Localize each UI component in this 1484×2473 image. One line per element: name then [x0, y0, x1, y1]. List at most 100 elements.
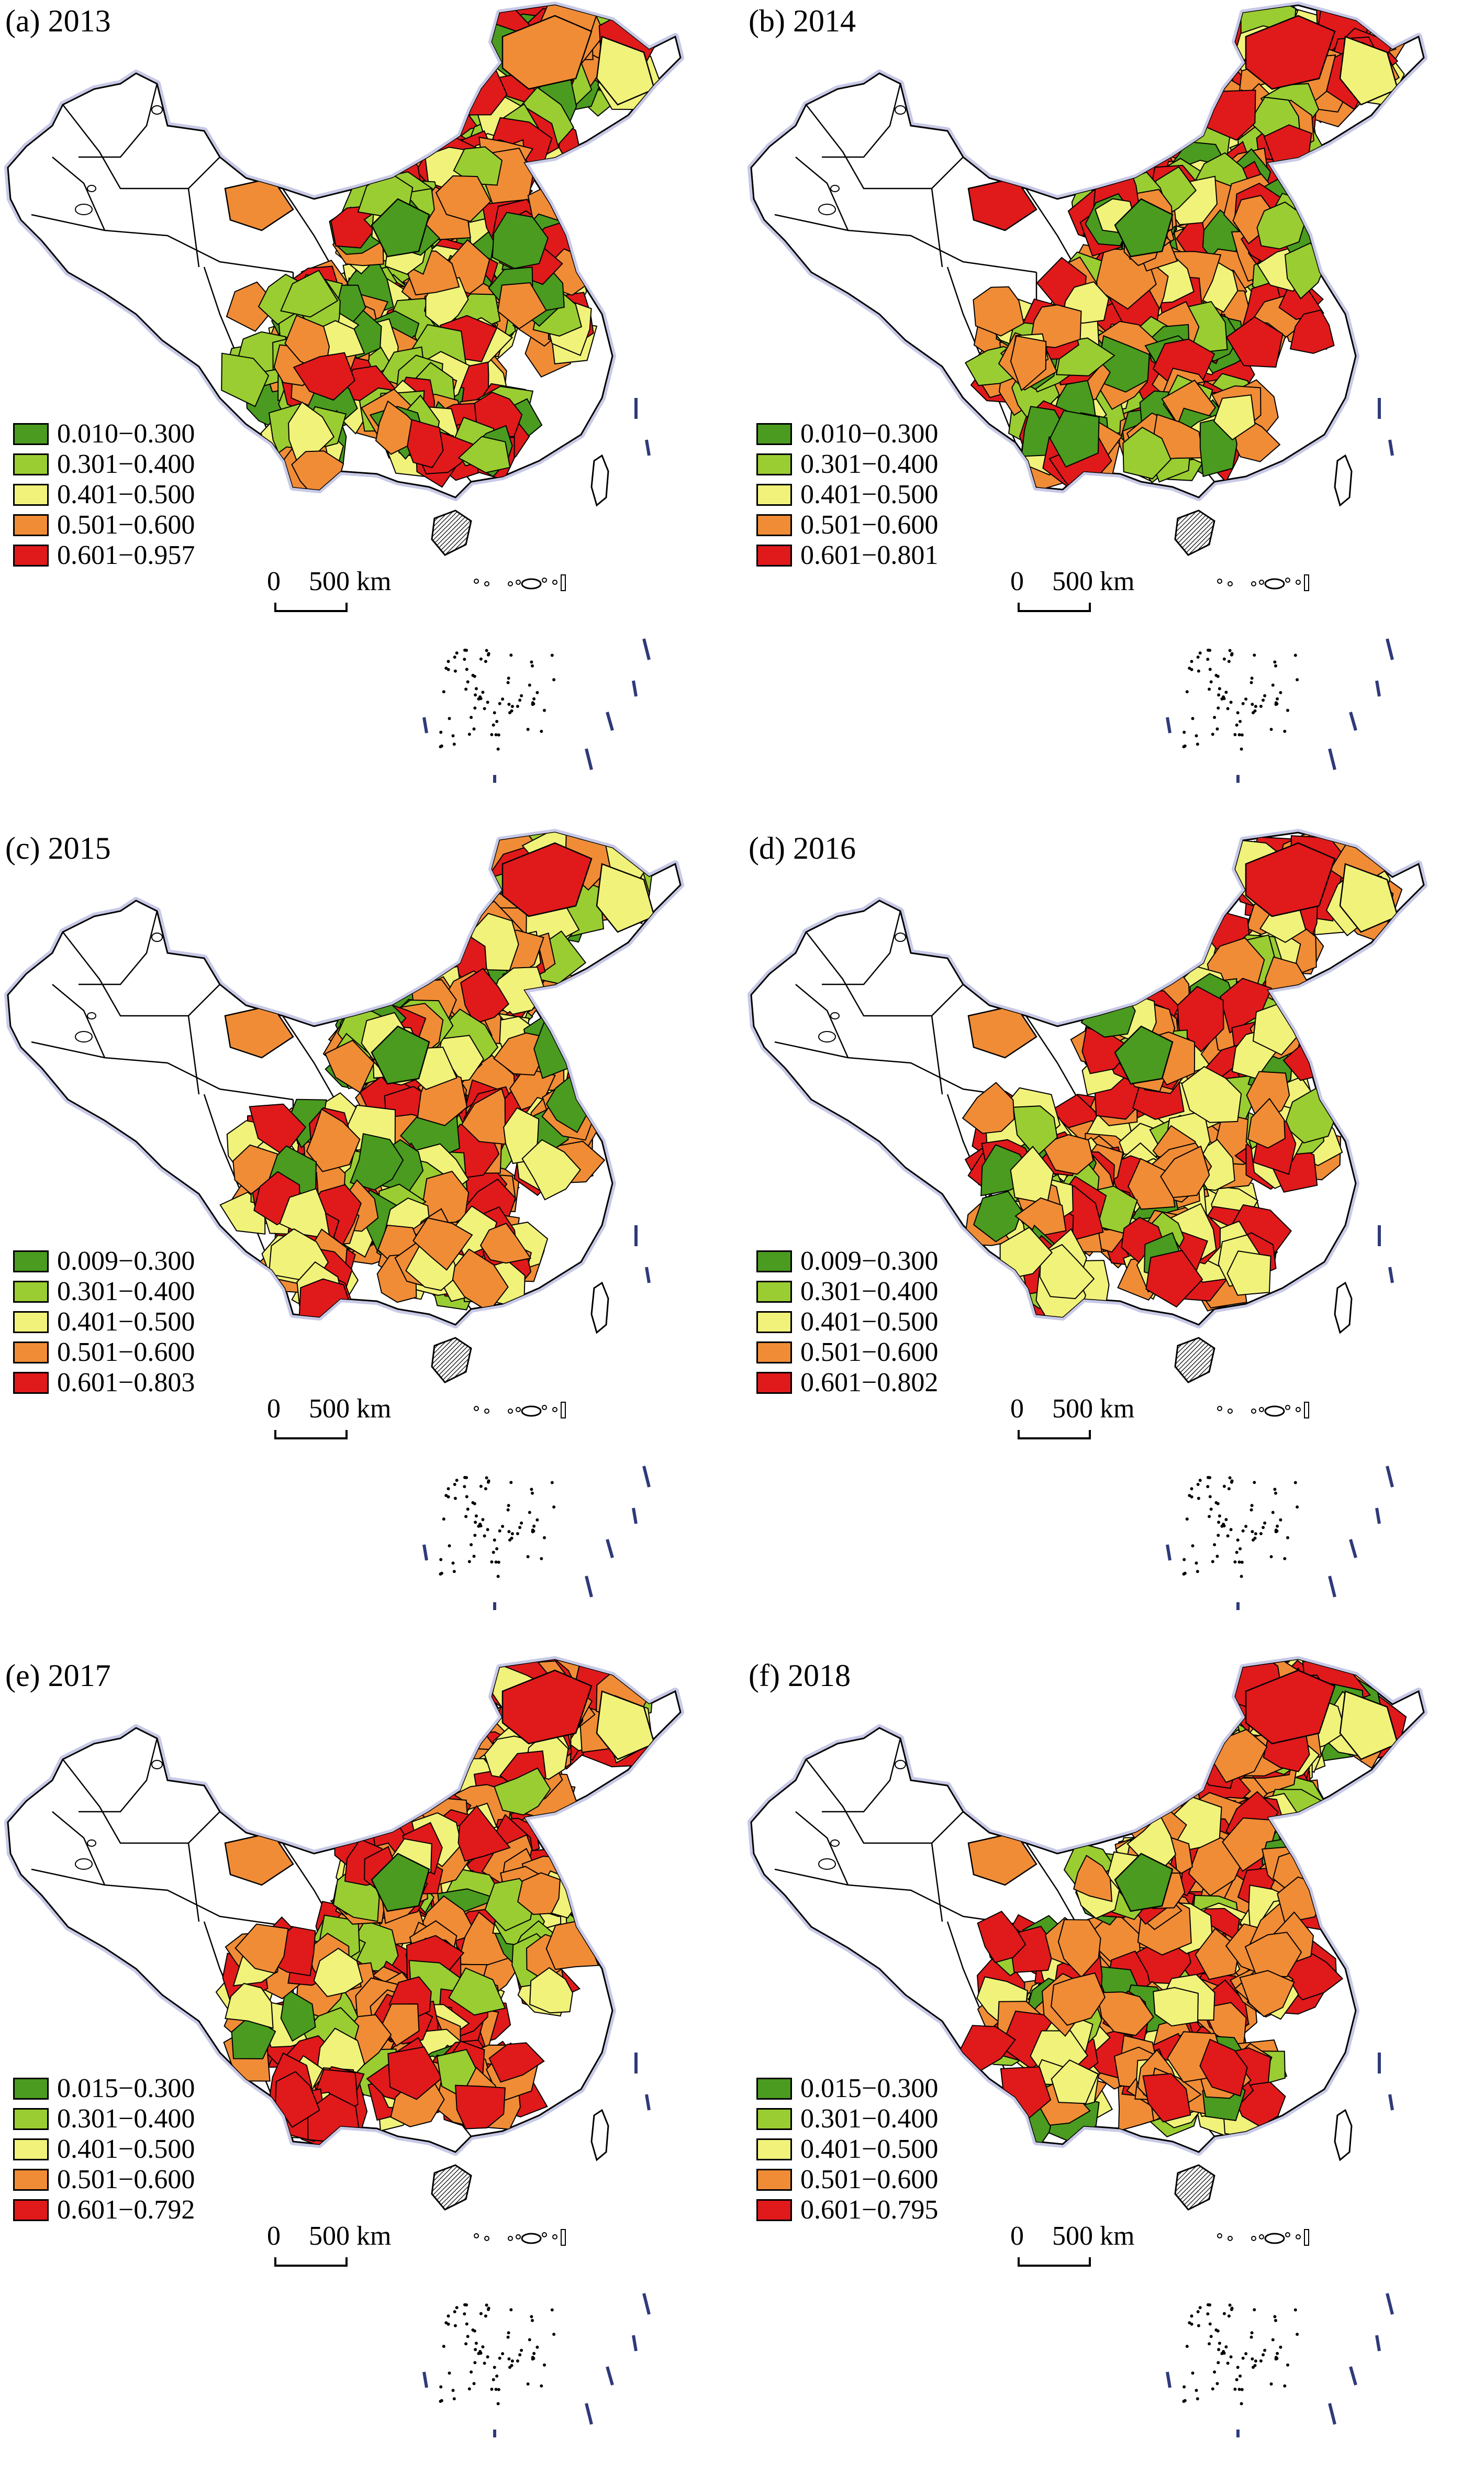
- island-dot: [473, 2329, 476, 2333]
- island-dot: [509, 653, 513, 657]
- island-icon: [1304, 574, 1309, 591]
- island-dot: [1271, 683, 1275, 687]
- island-dot: [1190, 2322, 1193, 2326]
- island-dot: [1191, 2371, 1195, 2375]
- legend-swatch: [756, 2108, 792, 2130]
- island-dot: [464, 2342, 468, 2346]
- island-icon: [521, 578, 542, 590]
- island-dot: [531, 2319, 534, 2322]
- island-dot: [492, 2378, 495, 2381]
- island-dot: [509, 1481, 513, 1484]
- province-border: [52, 984, 106, 1058]
- legend-swatch: [756, 2169, 792, 2191]
- province-border: [79, 83, 158, 158]
- island-dot: [1197, 1496, 1200, 1500]
- legend-label: 0.401−0.500: [800, 2134, 939, 2164]
- island-dot: [1283, 729, 1287, 733]
- island-dot: [531, 1491, 534, 1495]
- island-dot: [1274, 664, 1277, 668]
- boundary-dash: [1349, 712, 1357, 731]
- island-dot: [1217, 1521, 1221, 1524]
- island-icon: [521, 2233, 542, 2244]
- city-region: [1245, 15, 1336, 90]
- island-dot: [510, 1532, 514, 1536]
- city-region: [349, 1133, 404, 1191]
- city-region: [501, 842, 593, 917]
- island-icon: [1285, 1405, 1290, 1410]
- island-dot: [473, 674, 476, 678]
- province-border: [822, 83, 901, 158]
- island-dot: [1208, 668, 1212, 671]
- lake-icon: [151, 1760, 163, 1769]
- island-dot: [1208, 2342, 1211, 2346]
- island-dot: [1235, 723, 1238, 727]
- city-region: [280, 1987, 316, 2042]
- island-dot: [507, 2331, 510, 2335]
- island-dot: [1279, 691, 1282, 694]
- island-dot: [1228, 649, 1232, 652]
- province-border: [79, 911, 158, 985]
- city-region: [225, 1982, 274, 2029]
- island-icon: [1304, 2229, 1309, 2246]
- island-dot: [439, 730, 443, 734]
- city-region: [1012, 1105, 1058, 1158]
- island-dot: [1222, 1484, 1226, 1488]
- china-choropleth-map: [747, 1656, 1427, 2437]
- legend-label: 0.010−0.300: [800, 419, 939, 449]
- island-dot: [463, 658, 466, 661]
- legend-item: 0.601−0.795: [756, 2195, 938, 2225]
- scale-zero-label: 0: [267, 567, 281, 596]
- island-dot: [1253, 1481, 1256, 1484]
- lake-icon: [830, 1839, 840, 1847]
- island-icon: [1228, 1409, 1233, 1414]
- island-dot: [466, 1507, 470, 1511]
- island-dot: [464, 1515, 468, 1518]
- lake-icon: [75, 1858, 93, 1870]
- island-dot: [1196, 2310, 1200, 2313]
- legend-swatch: [756, 2078, 792, 2100]
- island-dot: [1196, 656, 1200, 659]
- island-dot: [1213, 2370, 1217, 2374]
- island-dot: [520, 1521, 523, 1525]
- lake-icon: [830, 1012, 840, 1019]
- city-regions: [959, 1660, 1407, 2146]
- city-region: [1226, 1250, 1271, 1296]
- island-dot: [1208, 687, 1211, 691]
- city-region: [977, 1911, 1026, 1964]
- island-dot: [1190, 2314, 1193, 2318]
- island-dot: [1273, 2315, 1277, 2319]
- island-icon: [484, 581, 489, 586]
- legend: 0.010−0.300 0.301−0.400 0.401−0.500 0.501−0…: [13, 419, 195, 571]
- island-icon: [1285, 2232, 1290, 2237]
- legend-label: 0.301−0.400: [800, 2104, 939, 2134]
- boundary-dash: [1388, 1267, 1394, 1283]
- island-dot: [1233, 733, 1237, 736]
- island-dot: [1208, 1495, 1212, 1499]
- island-dot: [516, 2359, 519, 2363]
- china-choropleth-map: [747, 829, 1427, 1610]
- island-dot: [486, 1480, 490, 1484]
- city-region: [1153, 1987, 1199, 2027]
- island-dot: [532, 1524, 536, 1528]
- legend-item: 0.401−0.500: [13, 480, 195, 510]
- boundary-dash: [585, 748, 593, 770]
- legend-swatch: [756, 514, 792, 536]
- island-dot: [1218, 2342, 1221, 2345]
- china-choropleth-map: [4, 829, 684, 1610]
- island-dot: [1253, 2308, 1256, 2312]
- island-dot: [484, 2314, 487, 2318]
- island-dot: [455, 1479, 459, 1482]
- island-dot: [1254, 705, 1257, 708]
- hainan-island: [1174, 1337, 1215, 1383]
- legend-swatch: [756, 1281, 792, 1303]
- island-dot: [496, 1574, 500, 1578]
- island-dot: [1250, 1504, 1254, 1507]
- island-dot: [1230, 2308, 1233, 2311]
- legend-item: 0.501−0.600: [13, 1337, 195, 1368]
- island-dot: [1276, 2352, 1279, 2355]
- city-region: [280, 270, 339, 318]
- island-dot: [472, 2382, 476, 2386]
- island-icon: [516, 2234, 521, 2239]
- island-dot: [508, 1538, 511, 1542]
- boundary-dash: [632, 1507, 638, 1524]
